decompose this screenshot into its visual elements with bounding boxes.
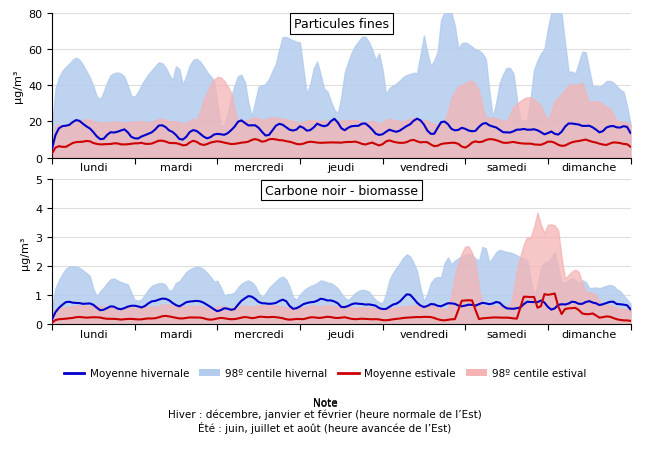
Text: Note
Hiver : décembre, janvier et février (heure normale de l’Est)
Été : juin, j: Note Hiver : décembre, janvier et févrie… — [168, 397, 482, 433]
Legend: Moyenne hivernale, 98º centile hivernal, Moyenne estivale, 98º centile estival: Moyenne hivernale, 98º centile hivernal,… — [59, 364, 591, 382]
Y-axis label: μg/m³: μg/m³ — [12, 69, 23, 103]
Text: Note: Note — [313, 398, 337, 408]
Y-axis label: μg/m³: μg/m³ — [20, 235, 30, 269]
Text: Carbone noir - biomasse: Carbone noir - biomasse — [265, 184, 418, 197]
Text: Particules fines: Particules fines — [294, 18, 389, 31]
